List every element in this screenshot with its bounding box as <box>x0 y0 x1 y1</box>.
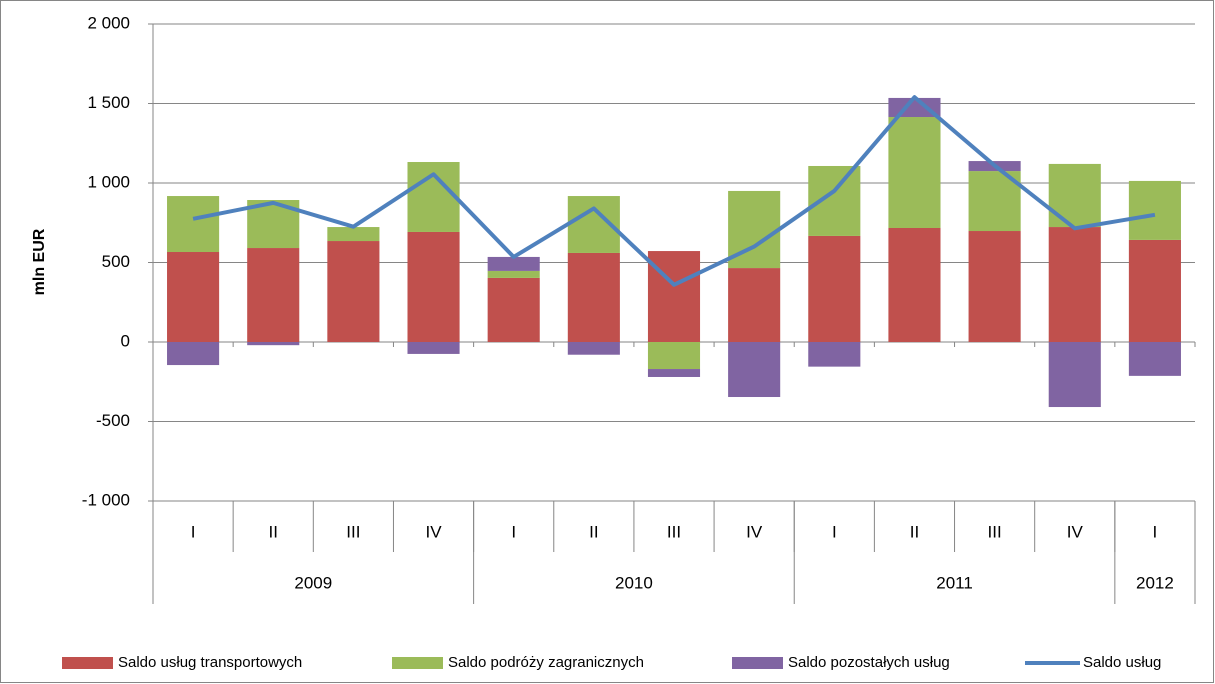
y-axis-label: mln EUR <box>31 228 48 295</box>
bar <box>1048 163 1101 228</box>
x-tick-label: II <box>910 522 919 541</box>
bar <box>247 342 300 346</box>
x-tick-label: I <box>832 522 837 541</box>
legend-swatch <box>392 657 443 669</box>
bar <box>647 342 701 370</box>
bar <box>167 342 220 366</box>
group-label: 2011 <box>936 573 973 592</box>
bar <box>567 342 620 355</box>
y-tick-label: 500 <box>102 252 130 271</box>
x-tick-label: II <box>589 522 598 541</box>
bar <box>728 268 781 342</box>
bar <box>647 369 701 377</box>
bar <box>1128 342 1181 376</box>
bar <box>167 196 220 253</box>
x-tick-label: IV <box>1067 522 1084 541</box>
bar <box>567 252 620 342</box>
bar <box>1128 239 1181 342</box>
x-tick-label: III <box>667 522 681 541</box>
x-tick-label: I <box>511 522 516 541</box>
bar <box>888 117 941 228</box>
bar <box>808 235 861 342</box>
bar <box>327 227 380 242</box>
y-tick-label: 2 000 <box>87 13 130 32</box>
legend-label: Saldo podróży zagranicznych <box>448 654 644 671</box>
y-tick-label: 1 500 <box>87 93 130 112</box>
x-tick-label: IV <box>746 522 763 541</box>
x-tick-label: III <box>988 522 1002 541</box>
bar <box>327 241 380 342</box>
bar <box>487 270 540 278</box>
y-tick-label: 0 <box>121 331 130 350</box>
bar <box>728 342 781 398</box>
bar <box>247 248 300 342</box>
y-tick-label: -500 <box>96 411 130 430</box>
y-tick-label: 1 000 <box>87 172 130 191</box>
legend-swatch <box>732 657 783 669</box>
legend-label: Saldo pozostałych usług <box>788 654 950 671</box>
x-tick-label: I <box>1153 522 1158 541</box>
bar <box>167 252 220 342</box>
bar <box>1048 342 1101 408</box>
bar <box>1048 227 1101 342</box>
x-tick-label: I <box>191 522 196 541</box>
bar <box>407 231 460 342</box>
bar <box>968 231 1021 342</box>
bar <box>487 277 540 342</box>
group-label: 2010 <box>615 573 653 592</box>
line-series <box>192 95 1156 287</box>
bar <box>888 227 941 342</box>
group-label: 2012 <box>1136 573 1174 592</box>
bar <box>1128 180 1181 240</box>
bar <box>808 342 861 367</box>
group-label: 2009 <box>294 573 332 592</box>
bar <box>407 342 460 354</box>
x-tick-label: III <box>346 522 360 541</box>
legend-label: Saldo usług transportowych <box>118 654 302 671</box>
x-tick-label: IV <box>426 522 443 541</box>
legend-label: Saldo usług <box>1083 654 1161 671</box>
bar <box>487 256 540 271</box>
legend-swatch <box>62 657 113 669</box>
bar <box>808 165 861 236</box>
x-tick-label: II <box>269 522 278 541</box>
y-tick-label: -1 000 <box>82 490 130 509</box>
